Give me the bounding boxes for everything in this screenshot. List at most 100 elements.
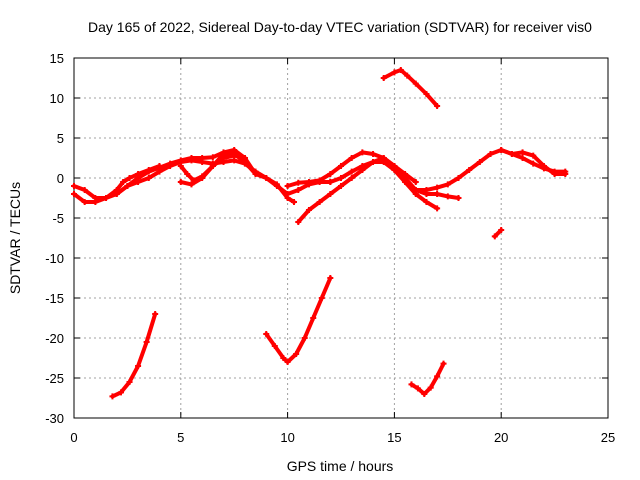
data-point <box>391 167 398 173</box>
data-point <box>143 339 150 345</box>
data-point <box>327 275 334 281</box>
data-point <box>263 331 270 337</box>
data-point <box>284 183 291 189</box>
data-point <box>135 363 142 369</box>
data-point <box>280 355 287 361</box>
data-point <box>156 168 163 175</box>
data-point <box>530 160 537 167</box>
data-point <box>562 171 569 177</box>
data-point <box>412 187 419 193</box>
data-point <box>414 385 421 392</box>
plot-frame <box>73 57 609 419</box>
x-tick-label: 15 <box>387 430 401 445</box>
data-point <box>152 311 159 317</box>
data-point <box>519 155 526 161</box>
data-point <box>199 173 206 180</box>
data-point <box>427 384 434 391</box>
data-point <box>241 155 248 161</box>
data-point <box>81 199 88 205</box>
x-tick-label: 20 <box>494 430 508 445</box>
data-point <box>316 199 323 205</box>
data-point <box>81 187 88 193</box>
data-point <box>305 179 312 185</box>
y-axis-label: SDTVAR / TECUs <box>7 182 23 294</box>
chart-title: Day 165 of 2022, Sidereal Day-to-day VTE… <box>88 19 592 35</box>
axis-ticks: 0 5 10 15 20 25 -30 -25 -20 -15 -10 -5 0 5 10 15 <box>45 51 615 445</box>
data-point <box>71 191 77 197</box>
data-point <box>126 379 133 385</box>
data-point <box>305 207 312 213</box>
data-point <box>117 389 124 396</box>
data-point <box>404 72 411 79</box>
data-point <box>177 163 184 169</box>
data-point <box>71 183 77 189</box>
data-point <box>444 181 451 188</box>
data-point <box>380 75 387 81</box>
data-point <box>120 179 127 185</box>
x-tick-label: 5 <box>177 430 184 445</box>
data-point <box>508 151 515 157</box>
data-point <box>423 199 430 205</box>
y-tick-label: -15 <box>45 291 64 306</box>
series-trace <box>264 276 333 364</box>
series-trace <box>492 228 504 239</box>
data-point <box>359 163 366 169</box>
series-track-9 <box>380 67 441 109</box>
series-track-5 <box>177 152 248 184</box>
data-point <box>145 167 152 173</box>
data-point <box>295 219 302 225</box>
series-track-13 <box>109 311 159 400</box>
data-point <box>126 175 133 181</box>
data-point <box>103 195 110 201</box>
data-point <box>487 151 494 157</box>
data-point <box>188 157 195 164</box>
data-point <box>498 147 505 153</box>
data-point <box>348 155 355 161</box>
series-trace <box>328 160 440 211</box>
y-tick-label: 0 <box>57 171 64 186</box>
data-point <box>177 179 184 185</box>
series-track-10 <box>412 147 569 193</box>
data-point <box>188 181 195 188</box>
series-track-3 <box>113 157 334 197</box>
x-tick-label: 25 <box>601 430 615 445</box>
data-point <box>423 187 430 193</box>
y-tick-label: 5 <box>57 131 64 146</box>
data-point <box>444 193 451 200</box>
data-point <box>220 155 227 161</box>
series-track-11 <box>498 147 569 177</box>
data-point <box>359 149 366 156</box>
data-point <box>421 391 428 397</box>
data-point <box>209 163 216 169</box>
data-point <box>434 184 441 191</box>
data-point <box>135 171 142 177</box>
data-point <box>434 103 441 109</box>
data-point <box>318 295 325 301</box>
data-point <box>327 171 334 177</box>
data-point <box>370 159 377 165</box>
series-trace <box>72 164 162 204</box>
data-point <box>263 175 270 181</box>
series-trace <box>381 68 440 108</box>
data-point <box>408 381 415 388</box>
data-point <box>316 177 323 184</box>
data-point <box>551 171 558 177</box>
data-point <box>498 227 505 233</box>
y-tick-label: -5 <box>52 211 64 226</box>
data-point <box>423 91 430 97</box>
grid-lines <box>74 58 608 418</box>
data-point <box>252 171 259 177</box>
data-point <box>184 171 191 177</box>
data-point <box>284 195 291 201</box>
data-point <box>519 149 526 156</box>
data-point <box>348 168 355 175</box>
data-point <box>231 152 238 159</box>
y-tick-label: -25 <box>45 371 64 386</box>
y-tick-label: -20 <box>45 331 64 346</box>
data-point <box>530 152 537 159</box>
data-point <box>327 191 334 197</box>
data-point <box>338 175 344 181</box>
series-trace <box>110 312 158 399</box>
data-points <box>71 67 569 400</box>
